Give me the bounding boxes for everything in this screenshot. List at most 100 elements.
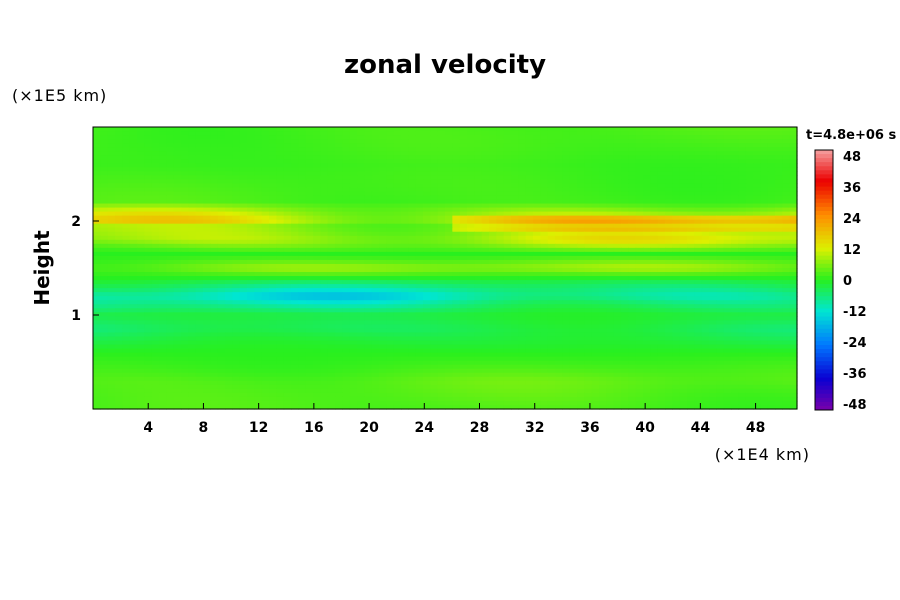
field-cell xyxy=(445,143,453,148)
field-cell xyxy=(445,316,453,321)
field-cell xyxy=(203,304,211,309)
field-cell xyxy=(415,143,424,148)
field-cell xyxy=(276,211,285,217)
field-cell xyxy=(393,304,402,309)
field-cell xyxy=(254,215,263,221)
field-cell xyxy=(694,147,703,152)
field-cell xyxy=(100,223,109,229)
field-cell xyxy=(555,259,563,265)
field-cell xyxy=(628,219,637,225)
field-cell xyxy=(687,167,695,172)
field-cell xyxy=(459,171,468,176)
field-cell xyxy=(239,231,248,237)
field-cell xyxy=(305,231,314,237)
field-cell xyxy=(467,131,475,136)
field-cell xyxy=(276,207,285,213)
field-cell xyxy=(313,247,321,253)
field-cell xyxy=(452,255,461,261)
field-cell xyxy=(569,175,578,180)
field-cell xyxy=(239,268,248,273)
field-cell xyxy=(775,235,783,241)
field-cell xyxy=(716,316,725,321)
field-cell xyxy=(547,235,556,241)
field-cell xyxy=(628,255,637,261)
field-cell xyxy=(276,288,285,293)
field-cell xyxy=(650,211,659,217)
field-cell xyxy=(261,155,270,160)
field-cell xyxy=(621,332,629,338)
field-cell xyxy=(393,247,402,253)
field-cell xyxy=(613,171,622,176)
field-cell xyxy=(195,187,204,193)
field-cell xyxy=(357,175,365,180)
field-cell xyxy=(496,151,505,156)
field-cell xyxy=(665,247,673,253)
field-cell xyxy=(496,223,505,229)
field-cell xyxy=(107,127,116,132)
field-cell xyxy=(467,292,475,297)
field-cell xyxy=(276,199,285,205)
field-cell xyxy=(467,143,475,148)
field-cell xyxy=(694,151,703,156)
field-cell xyxy=(467,259,475,265)
field-cell xyxy=(137,239,145,245)
field-cell xyxy=(569,135,578,140)
field-cell xyxy=(195,143,204,148)
field-cell xyxy=(657,296,666,301)
field-cell xyxy=(591,320,600,325)
field-cell xyxy=(716,151,725,156)
field-cell xyxy=(137,296,145,301)
field-cell xyxy=(518,328,527,334)
field-cell xyxy=(408,259,417,265)
field-cell xyxy=(503,332,512,338)
field-cell xyxy=(562,155,571,160)
field-cell xyxy=(533,251,541,257)
field-cell xyxy=(181,219,189,225)
field-cell xyxy=(760,304,769,309)
field-cell xyxy=(613,207,622,213)
field-cell xyxy=(525,263,534,269)
field-cell xyxy=(430,175,439,180)
field-cell xyxy=(599,255,607,261)
field-cell xyxy=(305,159,314,164)
field-cell xyxy=(173,239,182,245)
field-cell xyxy=(657,127,666,132)
field-cell xyxy=(445,268,453,273)
field-cell xyxy=(709,211,717,217)
field-cell xyxy=(767,215,776,221)
field-cell xyxy=(305,259,314,265)
field-cell xyxy=(672,276,681,281)
field-cell xyxy=(151,263,160,269)
field-cell xyxy=(195,191,204,197)
field-cell xyxy=(753,127,761,132)
field-cell xyxy=(423,215,431,221)
field-cell xyxy=(393,179,402,184)
field-cell xyxy=(731,259,739,265)
field-cell xyxy=(775,131,783,136)
field-cell xyxy=(166,155,175,160)
field-cell xyxy=(254,191,263,197)
field-cell xyxy=(129,312,138,317)
field-cell xyxy=(577,276,585,281)
field-cell xyxy=(569,151,578,156)
field-cell xyxy=(643,288,651,293)
field-cell xyxy=(679,223,688,229)
field-cell xyxy=(562,195,571,201)
field-cell xyxy=(371,316,380,321)
field-cell xyxy=(283,235,292,241)
field-cell xyxy=(723,251,732,257)
field-cell xyxy=(687,227,695,233)
field-cell xyxy=(159,276,167,281)
field-cell xyxy=(437,276,446,281)
field-cell xyxy=(269,127,277,132)
field-cell xyxy=(540,143,549,148)
field-cell xyxy=(657,231,666,237)
field-cell xyxy=(210,159,219,164)
field-cell xyxy=(181,272,189,277)
field-cell xyxy=(401,243,409,249)
field-cell xyxy=(540,247,549,253)
field-cell xyxy=(232,251,241,257)
field-cell xyxy=(687,304,695,309)
field-cell xyxy=(496,227,505,233)
field-cell xyxy=(474,308,483,313)
